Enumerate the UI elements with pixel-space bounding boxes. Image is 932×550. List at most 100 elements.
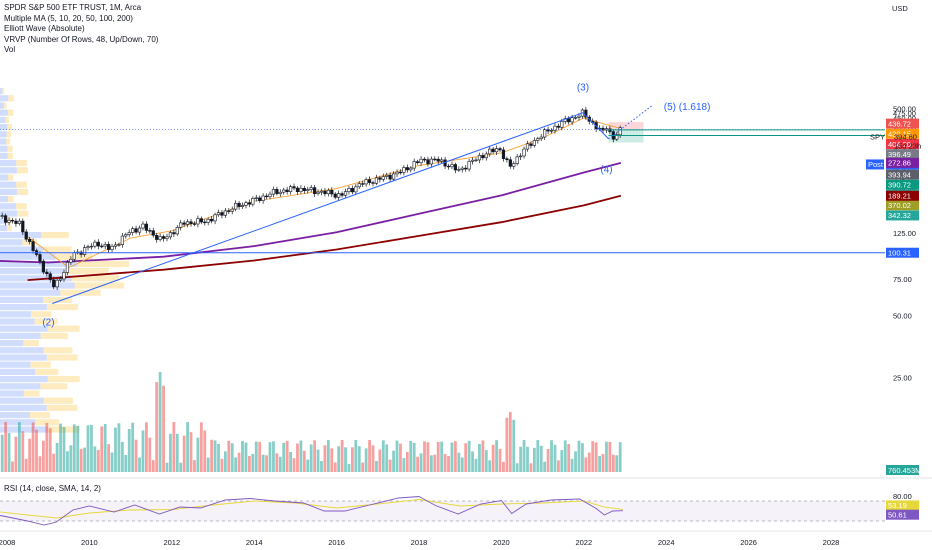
volume-bar: [423, 441, 426, 472]
vrvp-row-up: [0, 426, 48, 433]
volume-bar: [217, 443, 220, 472]
vrvp-row-down: [7, 109, 14, 116]
currency-label: USD: [892, 4, 908, 13]
candle-body: [203, 221, 207, 224]
vrvp-row-down: [74, 282, 125, 289]
vrvp-row-up: [0, 203, 17, 210]
rsi-tag: 50.61: [888, 510, 907, 519]
symbol-label: SPY: [870, 133, 885, 142]
legend-vol[interactable]: Vol: [4, 45, 16, 54]
price-tag-bg: [886, 118, 919, 129]
candle-body: [618, 127, 622, 136]
candle-body: [48, 273, 52, 281]
price-tag-bg: [886, 210, 919, 221]
vrvp-row-up: [0, 318, 35, 325]
volume-bar: [399, 443, 402, 472]
candle-body: [220, 212, 224, 216]
price-tag: 396.49: [888, 150, 911, 159]
vrvp-row-down: [40, 383, 68, 390]
volume-bar: [182, 435, 186, 472]
volume-bar: [223, 451, 227, 472]
volume-bar: [532, 447, 536, 472]
volume-bar: [608, 441, 612, 472]
price-tag: 272.86: [888, 159, 911, 168]
candle-body: [378, 177, 382, 180]
volume-bar: [196, 437, 200, 472]
volume-bar: [45, 422, 49, 472]
candle-body: [512, 163, 516, 167]
candle-body: [333, 193, 337, 198]
vrvp-row-up: [0, 260, 78, 267]
volume-bar: [24, 458, 28, 472]
rsi-line: [0, 496, 623, 526]
volume-bar: [611, 454, 615, 472]
candle-body: [213, 214, 217, 222]
legend-title[interactable]: SPDR S&P 500 ETF TRUST, 1M, Arca: [4, 3, 142, 12]
vrvp-row-up: [0, 188, 17, 195]
candle-body: [416, 161, 420, 164]
candle-body: [58, 278, 63, 281]
ma-100-line: [0, 162, 622, 264]
candle-body: [155, 235, 159, 240]
volume-bar: [553, 444, 557, 472]
rsi-tick-label: 80.00: [893, 492, 912, 501]
volume-bar: [388, 459, 392, 472]
volume-bar: [48, 428, 52, 472]
candle-body: [161, 236, 166, 239]
volume-bar: [148, 437, 152, 472]
candle-body: [244, 202, 248, 206]
volume-bar: [69, 445, 73, 472]
candle-body: [419, 158, 423, 164]
volume-bar: [508, 412, 512, 472]
candle-body: [429, 158, 433, 165]
volume-bar: [409, 440, 413, 472]
price-tag: 390.72: [888, 181, 911, 190]
x-tick-label: 2018: [411, 538, 428, 547]
volume-bar: [172, 422, 176, 472]
volume-bar: [193, 460, 196, 472]
volume-bar: [285, 440, 289, 472]
volume-bar: [206, 457, 210, 472]
vrvp-row-up: [0, 167, 17, 174]
legend-vrvp[interactable]: VRVP (Number Of Rows, 48, Up/Down, 70): [4, 34, 159, 44]
candle-body: [543, 129, 547, 138]
vrvp-row-down: [46, 354, 78, 361]
volume-bar: [272, 441, 275, 472]
legend-ma[interactable]: Multiple MA (5, 10, 20, 50, 100, 200): [4, 13, 133, 23]
candle-body: [230, 208, 234, 212]
candle-body: [113, 244, 118, 247]
volume-bar: [543, 461, 547, 472]
volume-bar: [375, 461, 378, 472]
candle-body: [86, 246, 90, 249]
volume-bar: [131, 422, 135, 472]
volume-bar: [251, 453, 255, 472]
volume-bar: [79, 448, 83, 472]
time-axis[interactable]: 2008 2010 2012 2014 2016 2018 2020 2022 2024 2026…: [0, 538, 839, 547]
volume-bar: [570, 458, 574, 472]
volume-bar: [282, 442, 286, 472]
volume-bar: [199, 422, 203, 472]
candle-body: [172, 232, 176, 235]
price-tag: 420.15: [888, 130, 911, 139]
legend-elliott[interactable]: Elliott Wave (Absolute): [4, 24, 85, 33]
vrvp-row-down: [16, 203, 27, 210]
candle-body: [361, 183, 365, 185]
volume-bar: [474, 458, 478, 472]
elliott-wave[interactable]: (2) (3) (4) (5) (1.618): [0, 83, 885, 329]
candle-body: [367, 179, 372, 183]
candle-body: [258, 197, 262, 201]
rsi-legend[interactable]: RSI (14, close, SMA, 14, 2): [4, 484, 101, 493]
vrvp-row-up: [0, 332, 41, 339]
price-axis[interactable]: USD500.00475.00450.00425.00400.00375.003…: [892, 4, 916, 521]
vrvp-row-up: [0, 160, 17, 167]
candle-body: [577, 115, 581, 118]
x-tick-label: 2028: [823, 538, 840, 547]
y-tick-label: 75.00: [893, 275, 912, 284]
candle-body: [271, 188, 276, 195]
vrvp-row-up: [0, 289, 61, 296]
volume-bar: [59, 423, 62, 472]
vrvp-row-up: [0, 268, 66, 275]
volume-bar: [478, 443, 481, 472]
wave-label-2: (2): [42, 317, 54, 328]
